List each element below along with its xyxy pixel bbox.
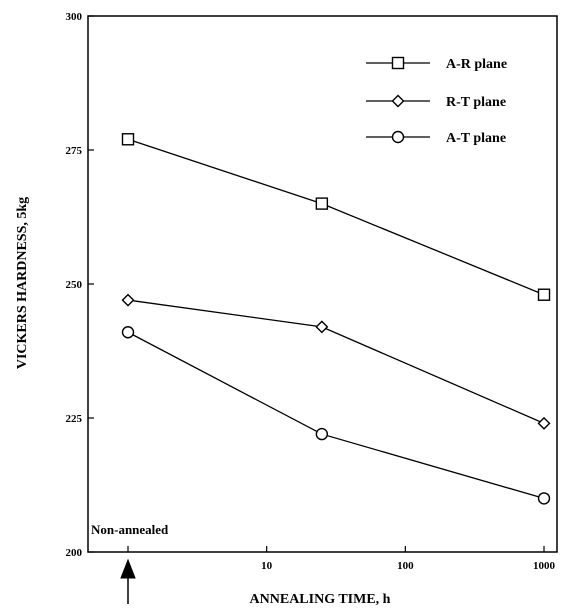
legend-label: A-R plane [446,57,507,72]
y-tick-label: 250 [66,279,83,291]
series-circle [121,326,551,505]
x-tick-label: 100 [397,560,414,572]
y-tick-label: 225 [66,413,83,425]
legend-marker [391,130,405,144]
series-diamond [121,293,551,430]
data-point [537,288,551,301]
y-tick-label: 275 [66,145,83,157]
legend-label: R-T plane [446,95,506,110]
data-series [121,133,551,505]
x-axis-ticks: 10 100 1000 [127,546,556,572]
data-point [537,492,551,505]
legend-marker [391,94,405,108]
legend-item: A-T plane [366,130,506,146]
x-axis-title: ANNEALING TIME, h [250,592,391,607]
y-tick-label: 200 [66,547,83,559]
data-point [121,326,135,339]
data-point [121,293,135,307]
legend: A-R plane R-T plane A-T plane [366,56,507,146]
legend-item: R-T plane [366,94,506,110]
y-axis-title: VICKERS HARDNESS, 5kg [15,197,30,369]
y-axis-ticks: 200 225 250 275 300 [66,11,94,559]
series-square [121,133,551,301]
data-point [121,133,135,146]
x-tick-label: 10 [261,560,273,572]
data-point [537,416,551,430]
x-tick-label: 1000 [533,560,556,572]
data-point [315,427,329,441]
data-point [315,320,329,334]
legend-item: A-R plane [366,56,507,72]
legend-label: A-T plane [446,131,506,146]
data-point [315,197,329,210]
legend-marker [391,56,405,70]
non-annealed-annotation: Non-annealed [91,522,169,537]
non-annealed-arrow-icon [120,558,136,604]
y-tick-label: 300 [66,11,83,23]
